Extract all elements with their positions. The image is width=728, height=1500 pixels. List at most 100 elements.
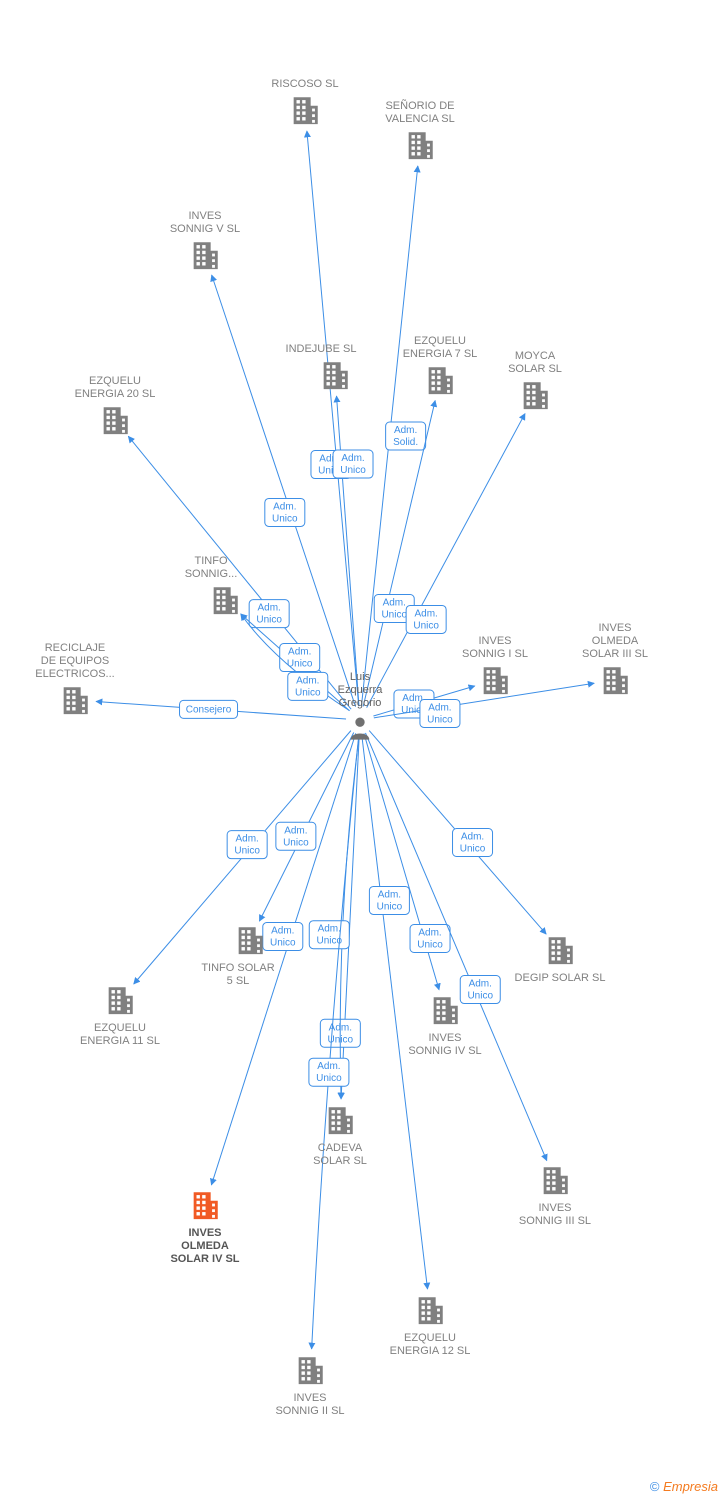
edge-label-text: Unico — [283, 837, 309, 848]
company-label: INVES — [428, 1032, 461, 1044]
edge-label-text: Adm. — [341, 453, 364, 464]
company-label: EZQUELU — [414, 335, 466, 347]
company-label: SONNIG IV SL — [408, 1045, 481, 1057]
edge — [212, 275, 356, 707]
edge-label-text: Unico — [295, 687, 321, 698]
company-label: DEGIP SOLAR SL — [515, 972, 606, 984]
company-node[interactable]: INVESSONNIG III SL — [519, 1167, 591, 1227]
company-label: ENERGIA 7 SL — [403, 348, 478, 360]
edge-label-text: Unico — [377, 901, 403, 912]
company-label: INVES — [188, 1227, 221, 1239]
edge-label-text: Adm. — [317, 1061, 340, 1072]
company-label: INDEJUBE SL — [286, 343, 357, 355]
edge-label-text: Adm. — [378, 889, 401, 900]
company-label: INVES — [188, 210, 221, 222]
company-label: SONNIG V SL — [170, 223, 240, 235]
company-label: INVES — [598, 622, 631, 634]
center-label: Luis — [350, 671, 371, 683]
edge-label-text: Unico — [272, 513, 298, 524]
edge-label-text: Adm. — [383, 597, 406, 608]
company-label: SONNIG II SL — [275, 1405, 344, 1417]
edge-label-text: Unico — [234, 846, 260, 857]
edge-label-text: Unico — [467, 991, 493, 1002]
company-label: RECICLAJE — [45, 642, 106, 654]
edge-label-text: Adm. — [296, 675, 319, 686]
company-label: SEÑORIO DE — [385, 99, 454, 112]
edge-label-text: Adm. — [461, 832, 484, 843]
edge-label-text: Unico — [256, 615, 282, 626]
company-label: SONNIG III SL — [519, 1215, 591, 1227]
center-label: Gregorio — [339, 697, 382, 709]
edge-label-text: Adm. — [273, 501, 296, 512]
company-label: 5 SL — [227, 975, 250, 987]
edge-label-text: Solid. — [393, 437, 418, 448]
company-label: ENERGIA 20 SL — [75, 388, 156, 400]
company-label: EZQUELU — [89, 375, 141, 387]
edge-label-text: Adm. — [394, 425, 417, 436]
edge-label-text: Adm. — [414, 608, 437, 619]
edge — [365, 733, 546, 1161]
edge-label-text: Adm. — [469, 979, 492, 990]
company-node[interactable]: INVESSONNIG II SL — [275, 1357, 344, 1417]
edge-label-text: Unico — [417, 940, 443, 951]
company-label: RISCOSO SL — [271, 78, 338, 90]
company-label: INVES — [538, 1202, 571, 1214]
footer-branding: © Empresia — [650, 1479, 718, 1494]
company-label: INVES — [293, 1392, 326, 1404]
company-label: SONNIG... — [185, 568, 238, 580]
company-label: EZQUELU — [404, 1332, 456, 1344]
company-label: OLMEDA — [181, 1240, 229, 1252]
company-node[interactable]: RECICLAJEDE EQUIPOSELECTRICOS... — [35, 642, 114, 714]
company-label: SONNIG I SL — [462, 648, 528, 660]
company-node[interactable]: SEÑORIO DEVALENCIA SL — [385, 99, 455, 159]
company-label: CADEVA — [318, 1142, 363, 1154]
edge-label-text: Adm. — [418, 928, 441, 939]
company-label: EZQUELU — [94, 1022, 146, 1034]
network-graph: Adm.UnicoAdm.Solid.Adm.UnicoAdm.UnicoAdm… — [0, 0, 728, 1500]
edge-label-text: Unico — [381, 609, 407, 620]
company-label: SOLAR III SL — [582, 648, 648, 660]
edge-label-text: Adm. — [428, 702, 451, 713]
company-node[interactable]: INVESSONNIG IV SL — [408, 997, 481, 1057]
edge-label-text: Adm. — [235, 834, 258, 845]
company-node[interactable]: CADEVASOLAR SL — [313, 1107, 367, 1167]
company-label: SOLAR IV SL — [170, 1253, 239, 1265]
company-label: ENERGIA 11 SL — [80, 1035, 160, 1047]
center-person[interactable]: LuisEzquerraGregorio — [338, 671, 384, 740]
company-label: ENERGIA 12 SL — [390, 1345, 471, 1357]
company-node[interactable]: EZQUELUENERGIA 20 SL — [75, 375, 156, 434]
company-label: MOYCA — [515, 350, 556, 362]
company-label: SOLAR SL — [508, 363, 562, 375]
edge-label-text: Adm. — [318, 924, 341, 935]
company-node[interactable]: DEGIP SOLAR SL — [515, 937, 606, 984]
edge — [367, 414, 525, 708]
company-node[interactable]: INVESOLMEDASOLAR IV SL — [170, 1192, 239, 1265]
edge-label-text: Adm. — [288, 647, 311, 658]
edge — [362, 734, 428, 1289]
nodes-layer: RISCOSO SLSEÑORIO DEVALENCIA SLINVESSONN… — [35, 78, 648, 1417]
edge-label-text: Unico — [270, 938, 296, 949]
company-label: SOLAR SL — [313, 1155, 367, 1167]
center-label: Ezquerra — [338, 684, 384, 696]
company-label: TINFO — [195, 555, 228, 567]
company-label: ELECTRICOS... — [35, 668, 114, 680]
company-node[interactable]: TINFOSONNIG... — [185, 555, 238, 614]
company-label: TINFO SOLAR — [201, 962, 274, 974]
company-node[interactable]: RISCOSO SL — [271, 78, 338, 124]
edge-label-text: Unico — [340, 465, 366, 476]
company-label: OLMEDA — [592, 635, 639, 647]
company-node[interactable]: MOYCASOLAR SL — [508, 350, 562, 409]
company-node[interactable]: INVESSONNIG I SL — [462, 635, 528, 694]
company-node[interactable]: EZQUELUENERGIA 7 SL — [403, 335, 478, 394]
edge-label-text: Unico — [460, 844, 486, 855]
edge — [307, 131, 359, 706]
edge-label-text: Adm. — [257, 603, 280, 614]
copyright-symbol: © — [650, 1479, 660, 1494]
company-node[interactable]: EZQUELUENERGIA 11 SL — [80, 987, 160, 1047]
edge-label-text: Unico — [427, 714, 453, 725]
company-node[interactable]: INDEJUBE SL — [286, 343, 357, 389]
company-node[interactable]: INVESSONNIG V SL — [170, 210, 240, 269]
edge-label-text: Unico — [413, 620, 439, 631]
edge-label-text: Adm. — [271, 926, 294, 937]
company-node[interactable]: EZQUELUENERGIA 12 SL — [390, 1297, 471, 1357]
